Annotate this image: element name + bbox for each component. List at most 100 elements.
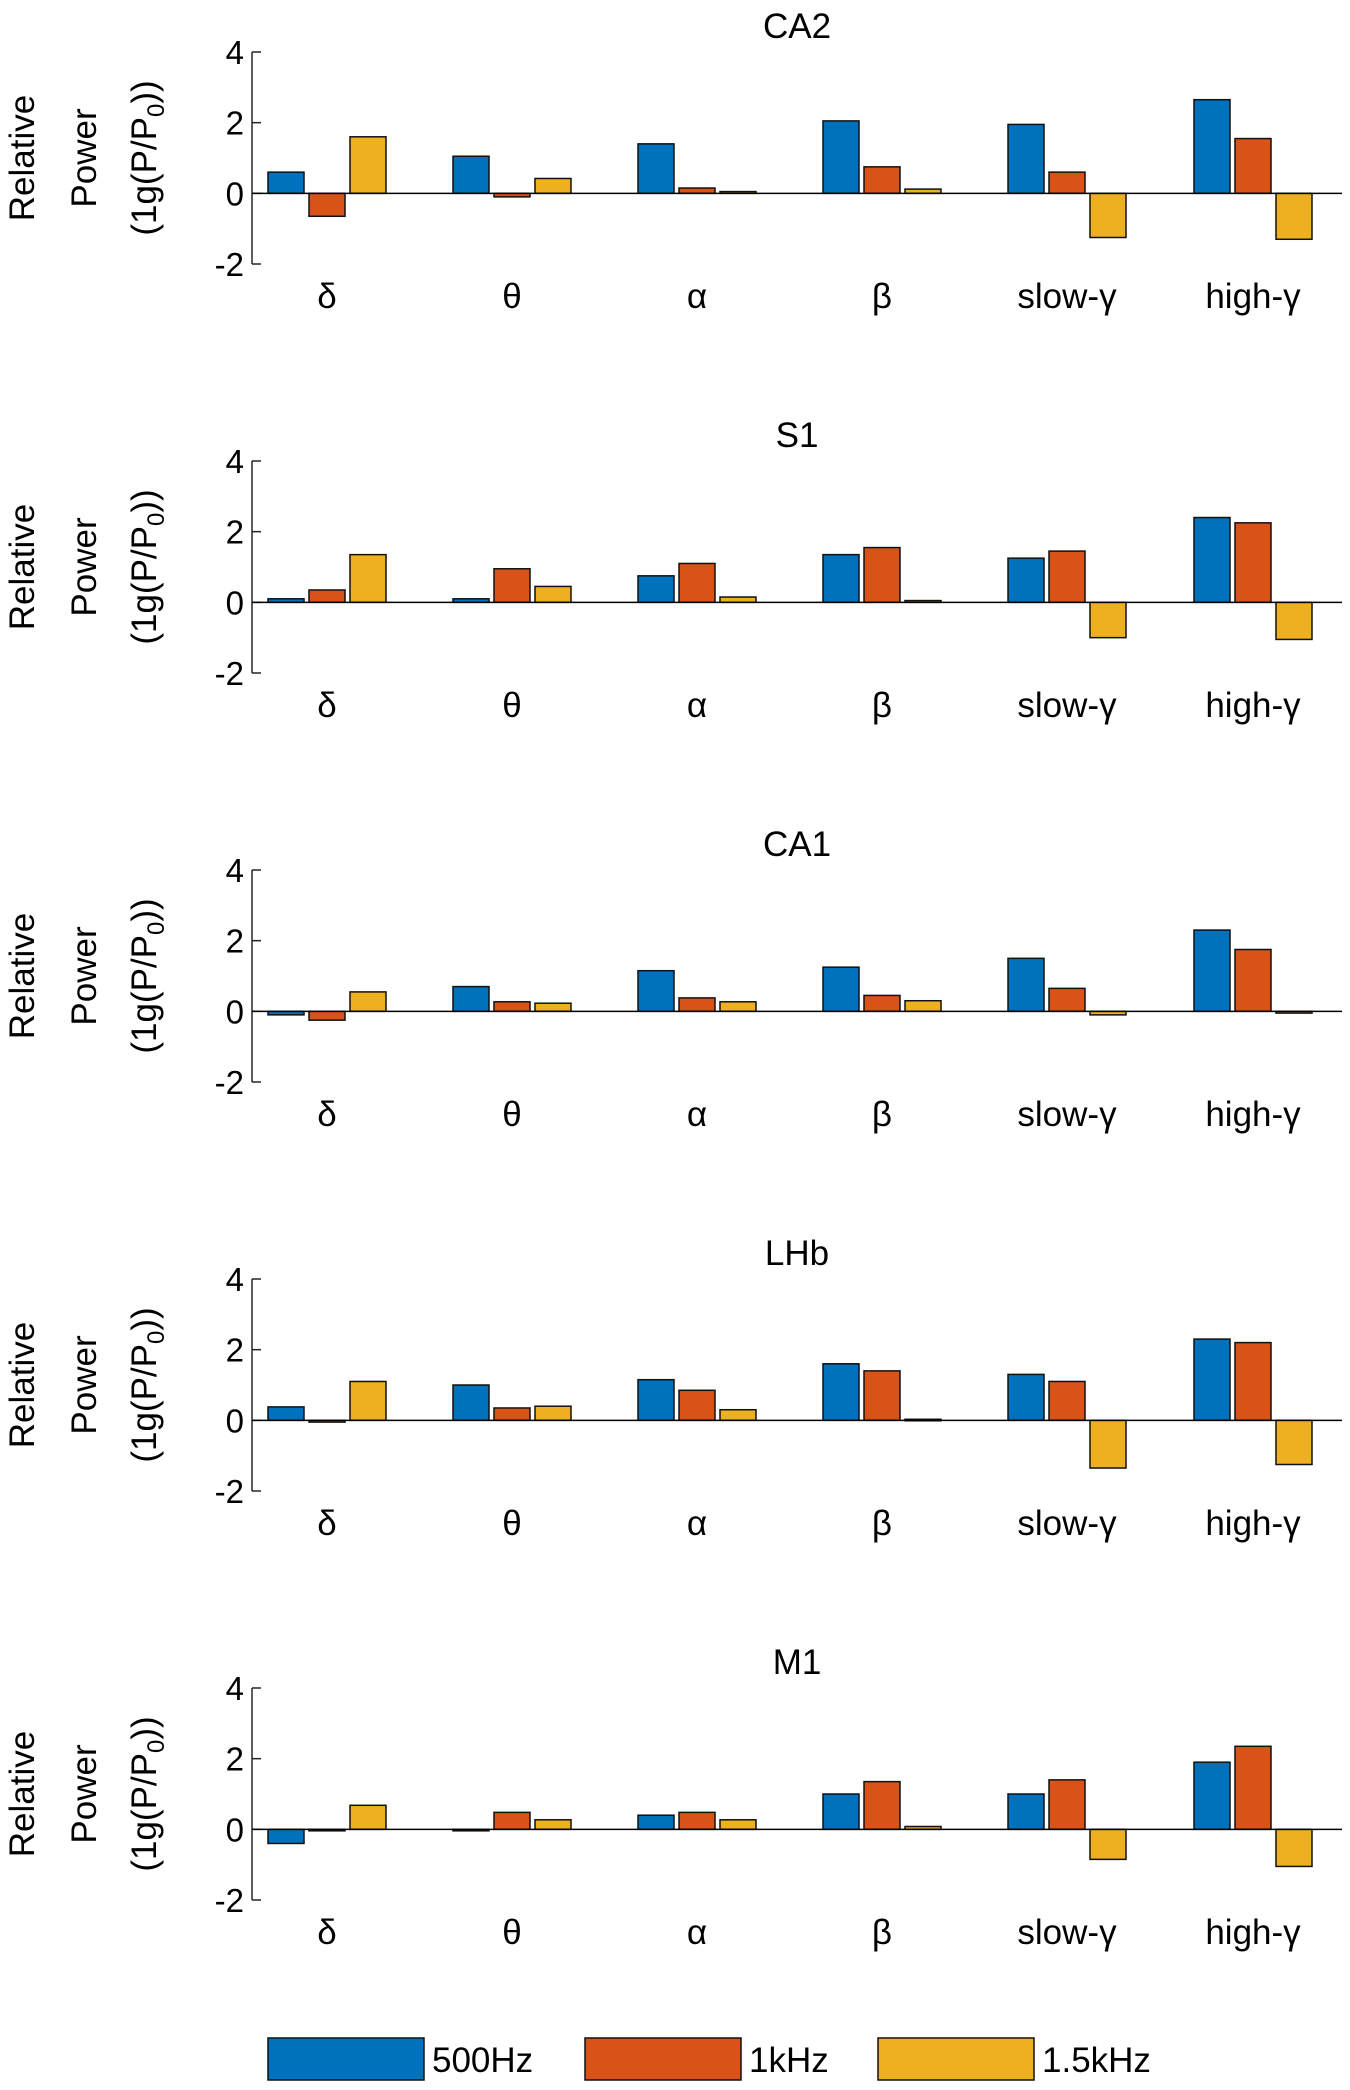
bar-15kHz-2 xyxy=(719,1819,757,1831)
bar-500Hz-4 xyxy=(1007,957,1045,1013)
bar-500Hz-3 xyxy=(822,1793,860,1831)
bar-1kHz-5 xyxy=(1234,137,1272,195)
bar-500Hz-3 xyxy=(822,120,860,195)
y-label-line3: (1g(P/P0)) xyxy=(125,898,170,1053)
bar-15kHz-4 xyxy=(1089,601,1127,639)
bar-1kHz-4 xyxy=(1048,550,1086,604)
bar-500Hz-0 xyxy=(267,1828,305,1845)
y-tick-label: 2 xyxy=(226,923,244,960)
bar-500Hz-2 xyxy=(637,969,675,1013)
y-label-line1: Relative xyxy=(3,1322,42,1448)
bar-1kHz-3 xyxy=(863,994,901,1013)
x-category-label: δ xyxy=(317,1504,336,1543)
bar-15kHz-0 xyxy=(349,1804,387,1831)
bar-500Hz-1 xyxy=(452,155,490,195)
bar-1kHz-4 xyxy=(1048,1380,1086,1422)
x-category-label: slow-γ xyxy=(1017,1504,1117,1543)
bar-1kHz-1 xyxy=(493,1407,531,1422)
bar-1kHz-2 xyxy=(678,1811,716,1831)
bar-1kHz-5 xyxy=(1234,1341,1272,1422)
bar-1kHz-5 xyxy=(1234,1745,1272,1831)
y-tick-label: 4 xyxy=(226,1261,244,1298)
bar-1kHz-4 xyxy=(1048,1779,1086,1831)
bar-15kHz-0 xyxy=(349,553,387,604)
y-tick-label: -2 xyxy=(215,1473,244,1510)
bar-1kHz-3 xyxy=(863,546,901,604)
bar-1kHz-3 xyxy=(863,1370,901,1422)
y-tick-label: 0 xyxy=(226,1402,244,1439)
y-label-suffix: )) xyxy=(125,489,164,512)
x-category-label: high-γ xyxy=(1205,277,1301,316)
y-tick-label: -2 xyxy=(215,655,244,692)
x-category-label: δ xyxy=(317,1095,336,1134)
bar-1kHz-5 xyxy=(1234,948,1272,1013)
x-category-label: β xyxy=(872,1504,892,1543)
bar-15kHz-0 xyxy=(349,136,387,195)
bar-15kHz-2 xyxy=(719,1408,757,1422)
x-category-label: α xyxy=(687,1913,707,1952)
bar-1kHz-2 xyxy=(678,187,716,195)
bar-15kHz-1 xyxy=(534,1819,572,1831)
y-label-subscript: 0 xyxy=(143,513,170,526)
bar-500Hz-5 xyxy=(1193,929,1231,1013)
bar-1kHz-0 xyxy=(308,1010,346,1021)
panel-title: LHb xyxy=(765,1234,829,1273)
y-label-line1: Relative xyxy=(3,95,42,221)
x-category-label: slow-γ xyxy=(1017,1095,1117,1134)
x-category-label: α xyxy=(687,1504,707,1543)
y-label-suffix: )) xyxy=(125,898,164,921)
x-category-label: δ xyxy=(317,277,336,316)
y-label-line2: Power xyxy=(65,926,104,1026)
bar-500Hz-2 xyxy=(637,1814,675,1831)
x-category-label: β xyxy=(872,1913,892,1952)
bar-500Hz-5 xyxy=(1193,98,1231,195)
bar-15kHz-4 xyxy=(1089,192,1127,239)
bar-500Hz-0 xyxy=(267,1406,305,1422)
y-label-line2: Power xyxy=(65,517,104,617)
bar-15kHz-1 xyxy=(534,585,572,604)
y-label-line3: (1g(P/P0)) xyxy=(125,489,170,644)
y-tick-label: 2 xyxy=(226,514,244,551)
bar-500Hz-5 xyxy=(1193,516,1231,604)
y-tick-label: 2 xyxy=(226,1741,244,1778)
y-label-subscript: 0 xyxy=(143,1331,170,1344)
x-category-label: high-γ xyxy=(1205,1095,1301,1134)
y-axis-label: Relative Power (1g(P/P0)) xyxy=(3,489,170,644)
y-tick-label: 4 xyxy=(226,34,244,71)
bar-15kHz-1 xyxy=(534,1002,572,1013)
x-category-label: β xyxy=(872,1095,892,1134)
bar-500Hz-4 xyxy=(1007,1793,1045,1831)
panel-title: CA2 xyxy=(763,7,831,46)
bar-1kHz-3 xyxy=(863,166,901,195)
y-label-subscript: 0 xyxy=(143,104,170,117)
x-category-label: θ xyxy=(502,1504,521,1543)
bar-500Hz-3 xyxy=(822,1363,860,1422)
x-category-label: slow-γ xyxy=(1017,277,1117,316)
bar-1kHz-1 xyxy=(493,1001,531,1013)
bar-15kHz-5 xyxy=(1275,1419,1313,1466)
bar-1kHz-3 xyxy=(863,1780,901,1831)
y-label-line1: Relative xyxy=(3,1731,42,1857)
bar-500Hz-2 xyxy=(637,1378,675,1422)
y-label-line3: (1g(P/P0)) xyxy=(125,80,170,235)
y-tick-label: -2 xyxy=(215,1882,244,1919)
x-category-label: δ xyxy=(317,686,336,725)
y-label-line2: Power xyxy=(65,1335,104,1435)
y-tick-label: 4 xyxy=(226,1670,244,1707)
y-axis-label: Relative Power (1g(P/P0)) xyxy=(3,1307,170,1462)
panel-title: S1 xyxy=(776,416,819,455)
bar-500Hz-5 xyxy=(1193,1338,1231,1422)
legend-swatch-2 xyxy=(877,2037,1035,2081)
x-category-label: θ xyxy=(502,1095,521,1134)
y-label-line1: Relative xyxy=(3,504,42,630)
y-axis-label: Relative Power (1g(P/P0)) xyxy=(3,898,170,1053)
y-label-prefix: (1g(P/P xyxy=(125,1344,164,1463)
y-tick-label: 2 xyxy=(226,105,244,142)
bar-500Hz-2 xyxy=(637,143,675,195)
bar-15kHz-5 xyxy=(1275,192,1313,241)
x-category-label: slow-γ xyxy=(1017,1913,1117,1952)
y-label-line3: (1g(P/P0)) xyxy=(125,1716,170,1871)
